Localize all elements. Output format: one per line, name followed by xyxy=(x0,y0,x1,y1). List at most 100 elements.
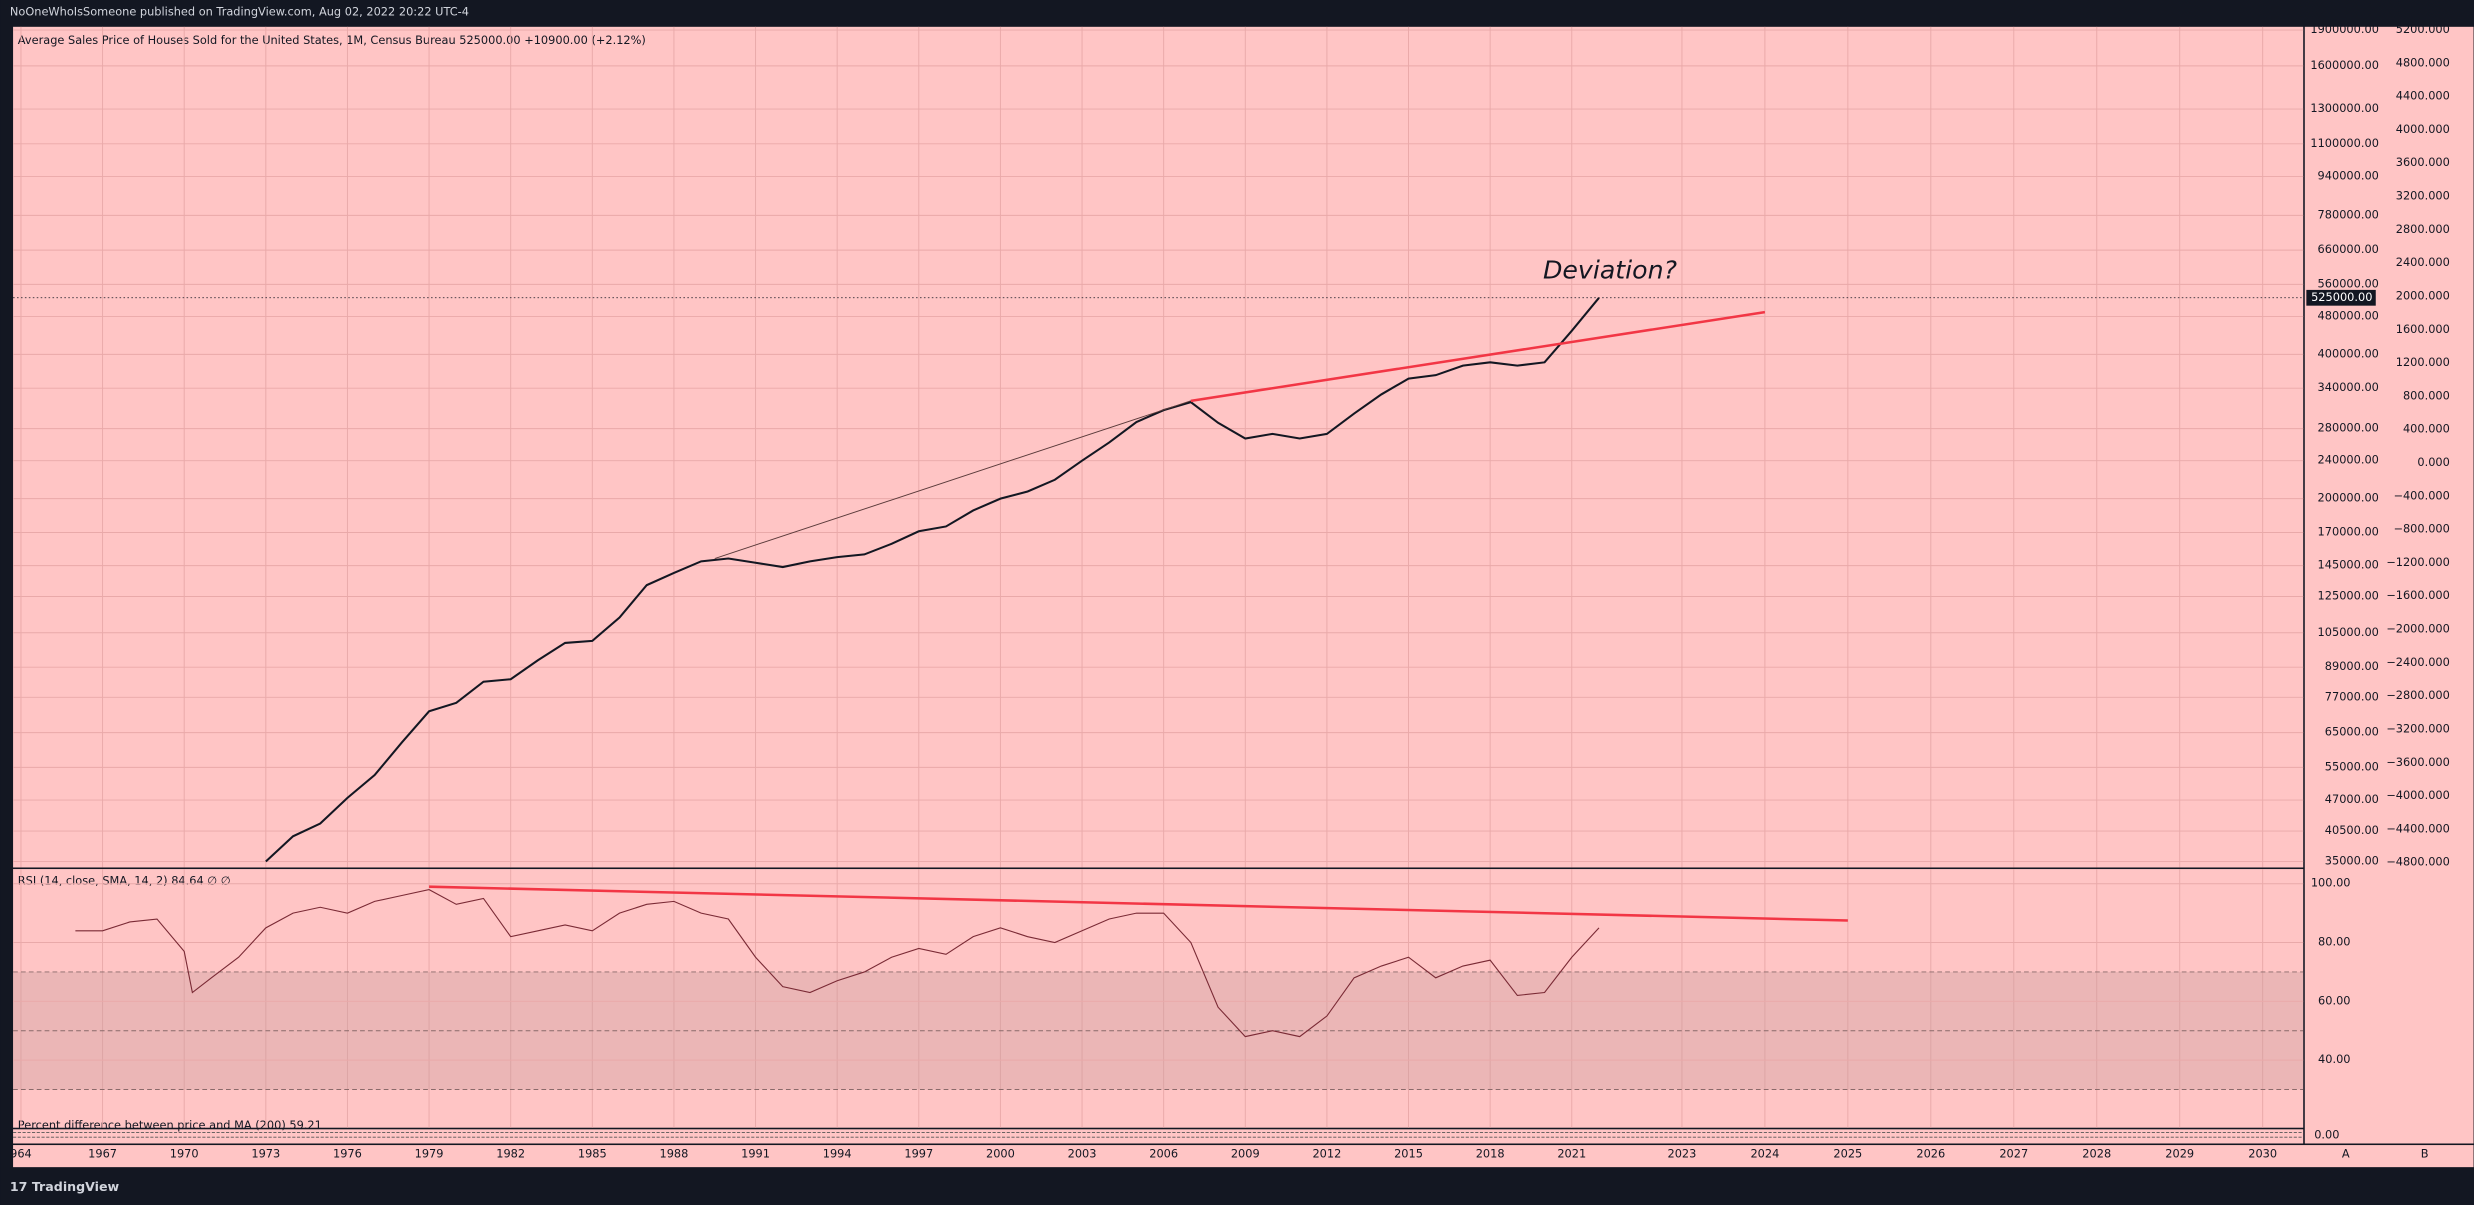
x-tick-label: 1988 xyxy=(659,1147,688,1161)
last-price-tag xyxy=(2306,289,2376,306)
x-tick-label: 2000 xyxy=(986,1147,1015,1161)
y2-tick-label: −3600.000 xyxy=(2386,755,2450,769)
y-tick-label: 1600000.00 xyxy=(2310,58,2379,72)
y-tick-label: 940000.00 xyxy=(2318,169,2379,183)
axis-button[interactable]: A xyxy=(2342,1147,2350,1161)
y-tick-label: 145000.00 xyxy=(2318,558,2379,572)
y-tick-label: 1300000.00 xyxy=(2310,101,2379,115)
y2-tick-label: 4000.000 xyxy=(2396,122,2450,136)
y-tick-label: 80.00 xyxy=(2318,935,2350,949)
y-tick-label: 170000.00 xyxy=(2318,524,2379,538)
y2-tick-label: −400.000 xyxy=(2393,488,2449,502)
annotation: Deviation? xyxy=(1543,255,1677,284)
trend-line xyxy=(1190,310,1766,403)
publisher: NoOneWhoIsSomeone published on TradingVi… xyxy=(10,5,469,19)
y-tick-label: 200000.00 xyxy=(2318,491,2379,505)
y-tick-label: 40.00 xyxy=(2318,1052,2350,1066)
y2-tick-label: 3600.000 xyxy=(2396,155,2450,169)
x-tick-label: 2006 xyxy=(1149,1147,1178,1161)
price-pane xyxy=(13,26,2304,868)
x-tick-label: 2026 xyxy=(1916,1147,1945,1161)
y2-tick-label: −1600.000 xyxy=(2386,588,2450,602)
series-line xyxy=(265,297,1600,863)
y2-tick-label: 3200.000 xyxy=(2396,189,2450,203)
y-tick-label: 125000.00 xyxy=(2318,588,2379,602)
y-tick-label: 240000.00 xyxy=(2318,453,2379,467)
y-tick-label: 560000.00 xyxy=(2318,276,2379,290)
y2-tick-label: 800.000 xyxy=(2403,388,2450,402)
rsi-pane xyxy=(13,869,2304,1128)
price-legend: Average Sales Price of Houses Sold for t… xyxy=(18,33,646,47)
y2-tick-label: 5200.000 xyxy=(2396,22,2450,36)
y2-tick-label: −800.000 xyxy=(2393,522,2449,536)
y2-tick-label: 0.000 xyxy=(2417,455,2449,469)
y-tick-label: 47000.00 xyxy=(2325,792,2379,806)
y-tick-label: 340000.00 xyxy=(2318,380,2379,394)
x-tick-label: 1982 xyxy=(496,1147,525,1161)
brand: 17 TradingView xyxy=(10,1179,120,1194)
x-tick-label: 1970 xyxy=(170,1147,199,1161)
y2-tick-label: −2000.000 xyxy=(2386,622,2450,636)
percent-pane xyxy=(13,1129,2304,1144)
y-tick-label: 1100000.00 xyxy=(2310,136,2379,150)
y-tick-label: 660000.00 xyxy=(2318,242,2379,256)
x-tick-label: 1994 xyxy=(823,1147,852,1161)
y2-tick-label: 2000.000 xyxy=(2396,288,2450,302)
axis-button[interactable]: B xyxy=(2421,1147,2429,1161)
x-tick-label: 2015 xyxy=(1394,1147,1423,1161)
y2-tick-label: 4400.000 xyxy=(2396,89,2450,103)
y-tick-label: 60.00 xyxy=(2318,993,2350,1007)
y2-tick-label: −4000.000 xyxy=(2386,788,2450,802)
y2-tick-label: −1200.000 xyxy=(2386,555,2450,569)
x-tick-label: 2009 xyxy=(1231,1147,1260,1161)
time-axis xyxy=(13,1145,2474,1168)
trend-line xyxy=(714,400,1192,559)
y-tick-label: 1900000.00 xyxy=(2310,22,2379,36)
y2-tick-label: 4800.000 xyxy=(2396,55,2450,69)
y-tick-label: 100.00 xyxy=(2311,876,2351,890)
y-tick-label: 89000.00 xyxy=(2325,659,2379,673)
y-tick-label: 480000.00 xyxy=(2318,308,2379,322)
price-axis xyxy=(2304,26,2474,1144)
y2-tick-label: −4800.000 xyxy=(2386,855,2450,869)
y-tick-label: 40500.00 xyxy=(2325,823,2379,837)
x-tick-label: 2003 xyxy=(1068,1147,1097,1161)
x-tick-label: 1979 xyxy=(415,1147,444,1161)
y2-tick-label: −2800.000 xyxy=(2386,688,2450,702)
y2-tick-label: 400.000 xyxy=(2403,422,2450,436)
x-tick-label: 2030 xyxy=(2248,1147,2277,1161)
x-tick-label: 2012 xyxy=(1312,1147,1341,1161)
percent-legend: Percent difference between price and MA … xyxy=(18,1118,322,1132)
x-tick-label: 2021 xyxy=(1557,1147,1586,1161)
x-tick-label: 2029 xyxy=(2165,1147,2194,1161)
y-tick-label: 65000.00 xyxy=(2325,725,2379,739)
y-tick-label: 280000.00 xyxy=(2318,421,2379,435)
rsi-legend: RSI (14, close, SMA, 14, 2) 84.64 ∅ ∅ xyxy=(18,874,231,888)
y2-tick-label: 1200.000 xyxy=(2396,355,2450,369)
y-tick-label: 780000.00 xyxy=(2318,207,2379,221)
x-tick-label: 1973 xyxy=(251,1147,280,1161)
y-tick-label: 400000.00 xyxy=(2318,346,2379,360)
y-tick-label: 105000.00 xyxy=(2318,625,2379,639)
y-tick-label: 0.00 xyxy=(2314,1128,2339,1142)
x-tick-label: 1967 xyxy=(88,1147,117,1161)
y-tick-label: 55000.00 xyxy=(2325,759,2379,773)
y-tick-label: 35000.00 xyxy=(2325,853,2379,867)
x-tick-label: 1991 xyxy=(741,1147,770,1161)
x-tick-label: 2028 xyxy=(2082,1147,2111,1161)
y2-tick-label: −4400.000 xyxy=(2386,821,2450,835)
y2-tick-label: 2800.000 xyxy=(2396,222,2450,236)
last-price-label: 525000.00 xyxy=(2311,290,2372,304)
y2-tick-label: 2400.000 xyxy=(2396,255,2450,269)
x-tick-label: 964 xyxy=(10,1147,32,1161)
x-tick-label: 2018 xyxy=(1476,1147,1505,1161)
x-tick-label: 2027 xyxy=(1999,1147,2028,1161)
x-tick-label: 2023 xyxy=(1667,1147,1696,1161)
y-tick-label: 77000.00 xyxy=(2325,689,2379,703)
x-tick-label: 1997 xyxy=(904,1147,933,1161)
trend-line xyxy=(429,885,1848,922)
series-line xyxy=(75,889,1600,1038)
x-tick-label: 1976 xyxy=(333,1147,362,1161)
x-tick-label: 2024 xyxy=(1750,1147,1779,1161)
